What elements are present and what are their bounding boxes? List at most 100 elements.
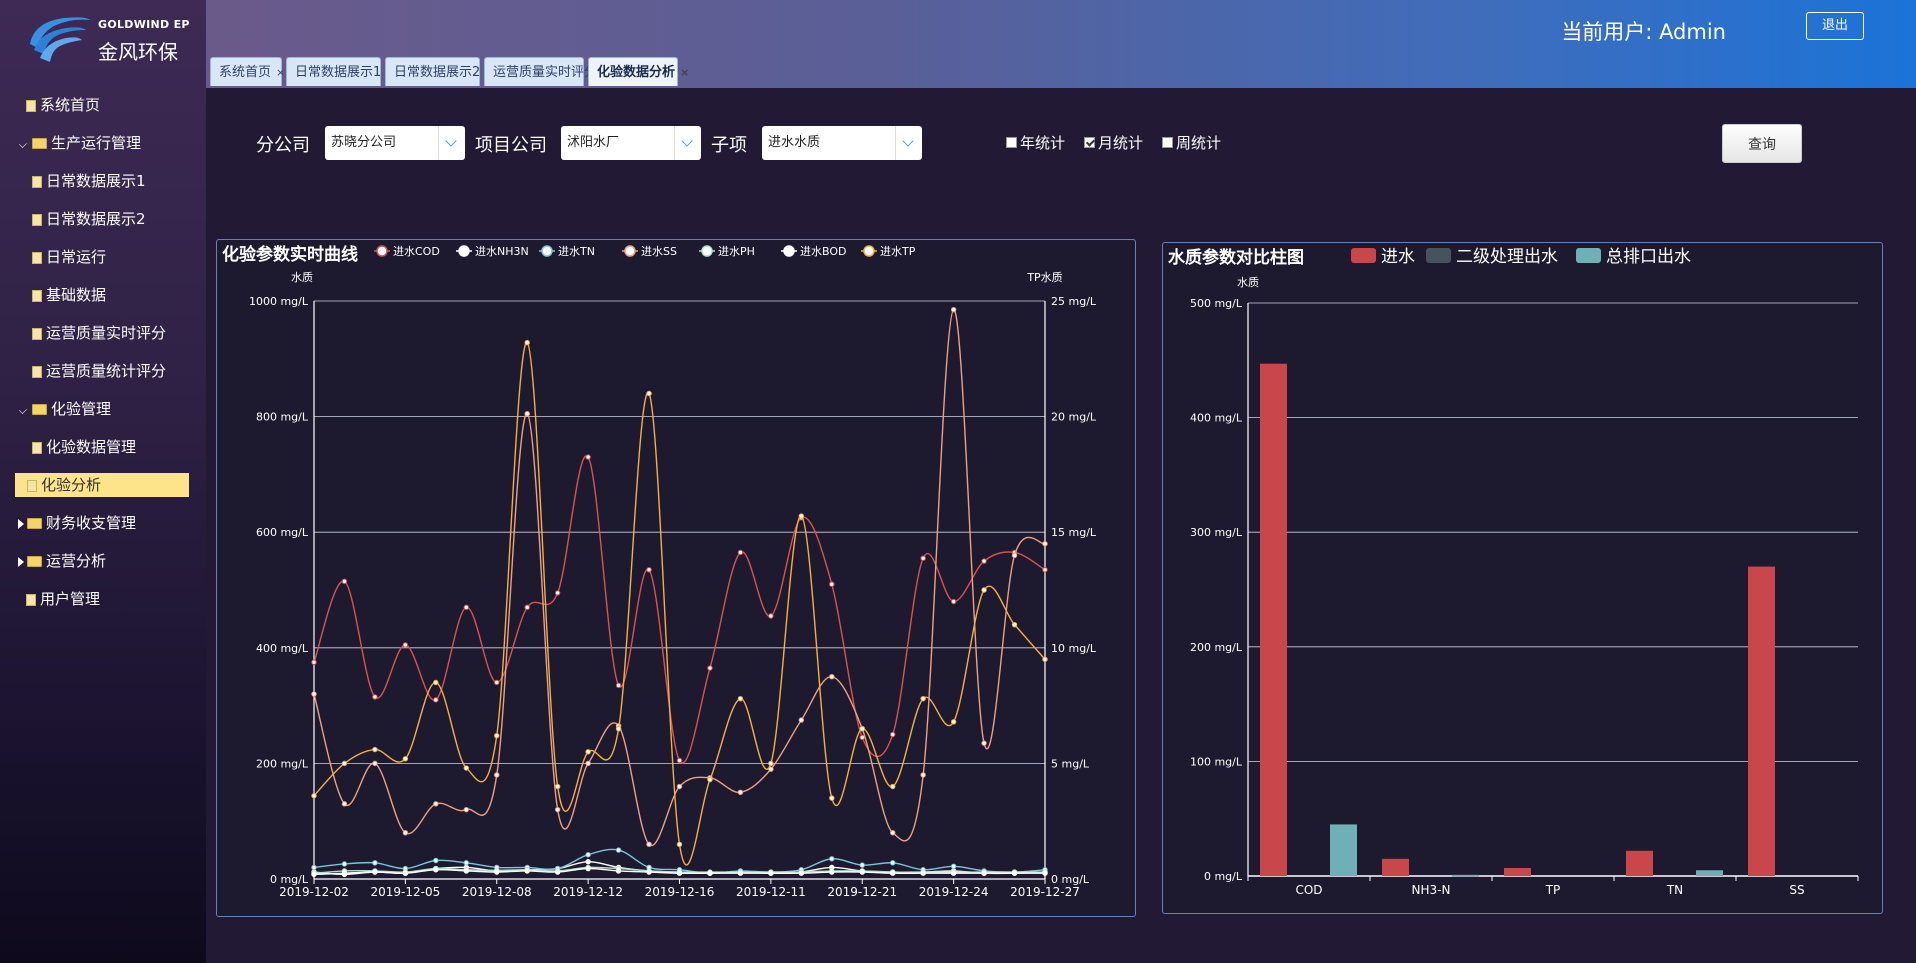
document-icon [32, 213, 42, 226]
right-tick-label: 5 mg/L [1051, 757, 1090, 770]
menu-item-3[interactable]: 日常数据展示2 [32, 207, 146, 231]
tab-label: 化验数据分析 [597, 65, 676, 80]
left-tick-label: 600 mg/L [256, 526, 309, 539]
menu-item-8[interactable]: 化验管理 [18, 397, 111, 421]
menu-item-4[interactable]: 日常运行 [32, 245, 106, 269]
bar[interactable] [1260, 363, 1287, 876]
year-checkbox[interactable]: 年统计 [1006, 132, 1065, 153]
data-point [981, 587, 987, 593]
document-icon [26, 593, 36, 606]
menu-item-label: 运营质量统计评分 [46, 362, 167, 380]
legend-marker-icon[interactable] [541, 245, 553, 257]
week-checkbox[interactable]: 周统计 [1162, 132, 1221, 153]
collapse-arrow-icon[interactable] [18, 518, 24, 529]
legend-label[interactable]: 二级处理出水 [1456, 247, 1558, 267]
month-checkbox[interactable]: 月统计 [1084, 132, 1143, 153]
legend-label[interactable]: 进水PH [718, 245, 755, 258]
menu-item-label: 日常运行 [46, 248, 107, 266]
bar[interactable] [1452, 874, 1479, 877]
legend-swatch-icon[interactable] [1426, 248, 1451, 263]
category-label: SS [1789, 883, 1804, 897]
menu-item-5[interactable]: 基础数据 [32, 283, 106, 307]
menu-item-0[interactable]: 系统首页 [26, 93, 100, 117]
bar[interactable] [1504, 867, 1531, 876]
legend-label[interactable]: 总排口出水 [1606, 247, 1691, 267]
legend-marker-icon[interactable] [458, 245, 470, 257]
menu-item-13[interactable]: 用户管理 [26, 587, 100, 611]
legend-marker-icon[interactable] [376, 245, 388, 257]
legend-marker-icon[interactable] [863, 245, 875, 257]
checkbox-icon[interactable] [1006, 137, 1017, 148]
bar[interactable] [1382, 858, 1409, 876]
tab-2[interactable]: 日常数据展示2× [385, 57, 495, 86]
chevron-down-icon[interactable] [895, 126, 922, 160]
menu-item-label: 日常数据展示2 [46, 210, 146, 228]
document-icon [32, 365, 42, 378]
legend-label[interactable]: 进水 [1381, 247, 1415, 267]
menu-item-6[interactable]: 运营质量实时评分 [32, 321, 166, 345]
data-point [615, 682, 622, 689]
bar[interactable] [1330, 824, 1357, 876]
branch-select-value: 苏晓分公司 [331, 135, 397, 150]
line-chart-grid: 0 mg/L 0 mg/L 200 mg/L 5 mg/L 400 mg/L 10 mg/… [249, 295, 1097, 899]
legend-marker-icon[interactable] [624, 245, 636, 257]
collapse-arrow-icon[interactable] [18, 556, 24, 567]
legend-label[interactable]: 进水TP [880, 245, 916, 258]
legend-swatch-icon[interactable] [1576, 248, 1601, 263]
legend-label[interactable]: 进水BOD [800, 245, 846, 258]
data-point [1011, 621, 1018, 628]
item-select[interactable]: 进水水质 [762, 126, 922, 160]
expand-arrow-icon[interactable] [19, 405, 28, 414]
legend-label[interactable]: 进水TN [558, 245, 595, 258]
left-tick-label: 1000 mg/L [249, 295, 309, 308]
menu-item-12[interactable]: 运营分析 [18, 549, 106, 573]
logout-button[interactable]: 退出 [1806, 12, 1864, 40]
bar[interactable] [1748, 566, 1775, 876]
data-point [372, 869, 378, 875]
close-icon[interactable]: × [276, 66, 286, 79]
expand-arrow-icon[interactable] [19, 139, 28, 148]
legend-label[interactable]: 进水COD [393, 245, 440, 258]
legend-label[interactable]: 进水SS [641, 245, 677, 258]
legend-marker-icon[interactable] [701, 245, 713, 257]
data-point [646, 841, 652, 848]
x-tick-label: 2019-12-24 [919, 885, 989, 899]
branch-select[interactable]: 苏晓分公司 [325, 126, 465, 160]
data-point [859, 869, 865, 875]
bar[interactable] [1696, 870, 1723, 876]
menu-item-10[interactable]: 化验分析 [15, 473, 189, 497]
legend-label[interactable]: 进水NH3N [475, 245, 529, 258]
query-button[interactable]: 查询 [1722, 124, 1802, 163]
chevron-down-icon[interactable] [438, 126, 465, 160]
y-tick-label: 200 mg/L [1190, 641, 1243, 654]
bar[interactable] [1626, 850, 1653, 876]
chevron-down-icon[interactable] [674, 126, 701, 160]
data-point [707, 870, 713, 876]
bar-chart-title: 水质参数对比柱图 [1168, 247, 1304, 268]
menu-item-7[interactable]: 运营质量统计评分 [32, 359, 166, 383]
data-point [676, 870, 683, 876]
checkbox-checked-icon[interactable] [1084, 137, 1095, 148]
tab-4[interactable]: 化验数据分析 × [588, 57, 689, 86]
bar-chart-panel: 水质参数对比柱图 进水 二级处理出水 总排口出水 水质 0 mg/L 100 mg/L… [1162, 242, 1883, 914]
checkbox-icon[interactable] [1162, 137, 1173, 148]
menu-item-1[interactable]: 生产运行管理 [18, 131, 141, 155]
tab-3[interactable]: 运营质量实时评分× [484, 57, 611, 86]
data-point [1042, 567, 1048, 573]
tab-0[interactable]: 系统首页 × [210, 57, 286, 86]
tab-1[interactable]: 日常数据展示1× [286, 57, 396, 86]
legend-marker-icon[interactable] [783, 245, 795, 257]
project-select[interactable]: 沭阳水厂 [561, 126, 701, 160]
menu-item-11[interactable]: 财务收支管理 [18, 511, 136, 535]
menu-item-9[interactable]: 化验数据管理 [32, 435, 136, 459]
legend-swatch-icon[interactable] [1351, 248, 1376, 263]
data-point [1042, 656, 1048, 663]
data-point [676, 783, 683, 790]
data-point [768, 766, 774, 772]
right-tick-label: 25 mg/L [1051, 295, 1097, 308]
menu-item-2[interactable]: 日常数据展示1 [32, 169, 146, 193]
data-point [859, 734, 865, 741]
x-tick-label: 2019-12-16 [645, 885, 715, 899]
item-label: 子项 [711, 135, 747, 156]
close-icon[interactable]: × [680, 66, 690, 79]
